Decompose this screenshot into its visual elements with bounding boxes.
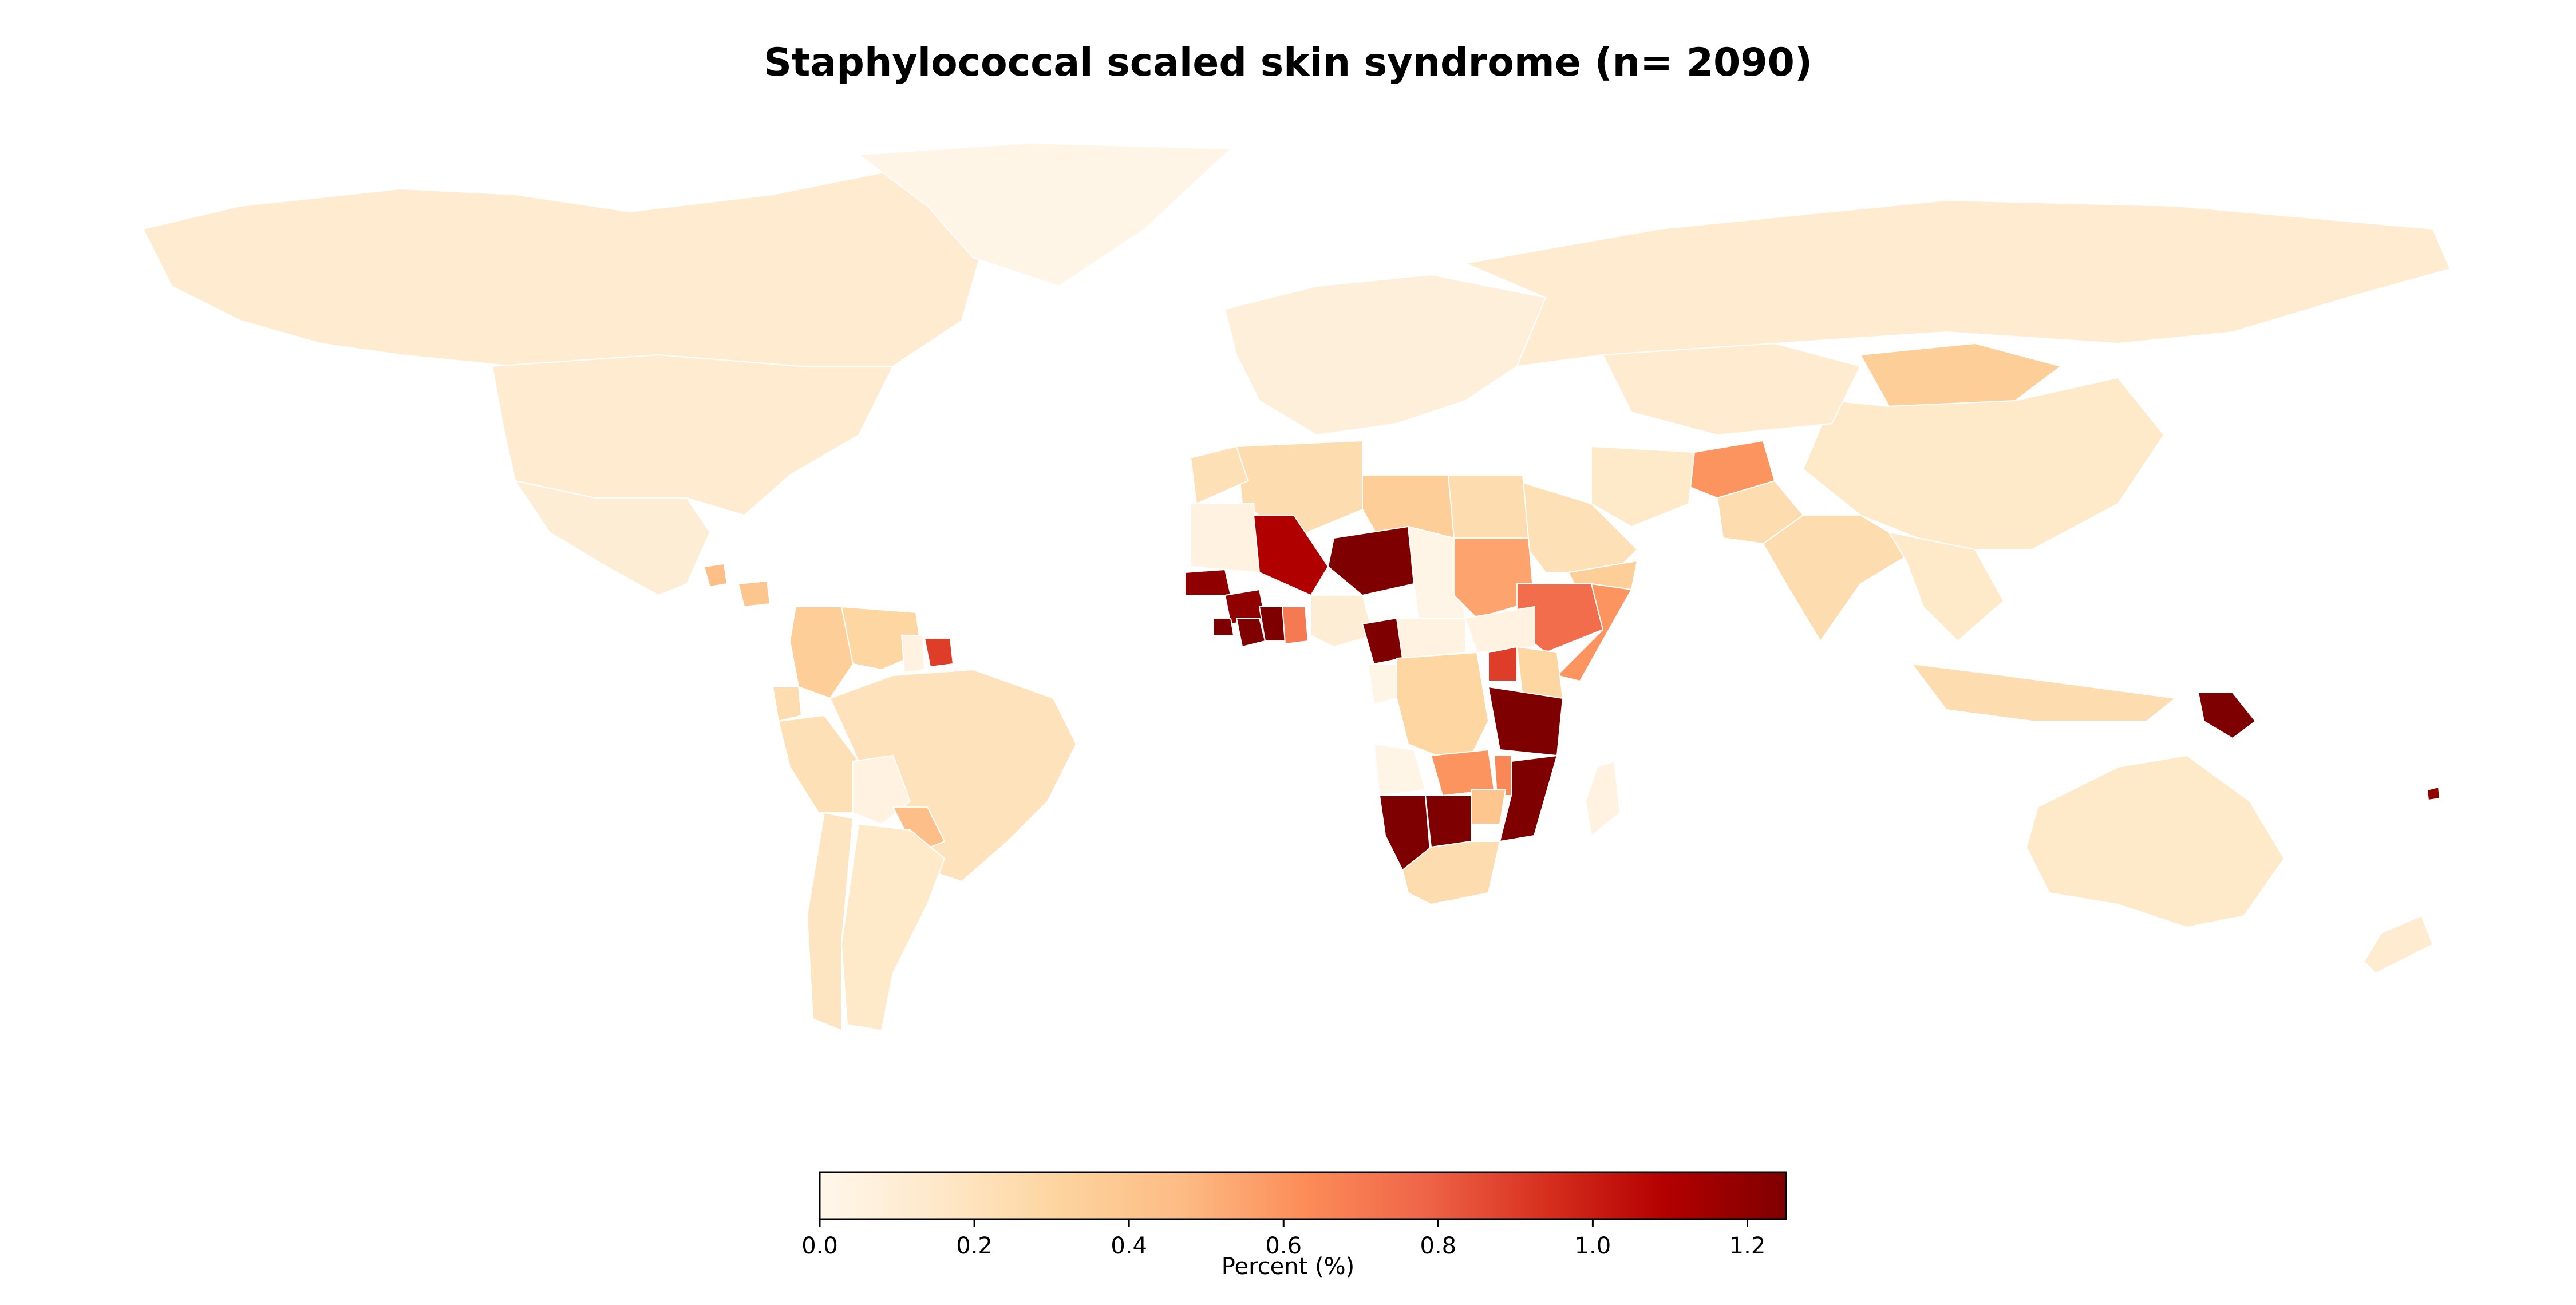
region-cameroon bbox=[1361, 617, 1404, 665]
colorbar-tick-label: 0.6 bbox=[1265, 1233, 1302, 1259]
region-zimbabwe bbox=[1471, 789, 1507, 825]
colorbar-tick-label: 0.4 bbox=[1111, 1233, 1147, 1259]
region-gabon bbox=[1367, 663, 1397, 705]
region-iran bbox=[1591, 445, 1696, 528]
region-russia bbox=[1463, 199, 2451, 367]
region-southeast-asia bbox=[1887, 531, 2005, 642]
region-central-african-republic bbox=[1396, 618, 1466, 659]
region-india bbox=[1762, 515, 1919, 642]
region-mexico bbox=[513, 480, 711, 596]
region-algeria bbox=[1235, 440, 1363, 539]
region-mozambique bbox=[1499, 754, 1558, 843]
region-kazakhstan bbox=[1602, 342, 1862, 436]
colorbar-tick-label: 0.2 bbox=[956, 1233, 993, 1259]
colorbar-label: Percent (%) bbox=[1221, 1253, 1355, 1280]
region-niger bbox=[1327, 525, 1415, 596]
region-guatemala bbox=[703, 563, 728, 588]
region-argentina bbox=[840, 823, 946, 1031]
region-china bbox=[1802, 377, 2165, 550]
region-madagascar bbox=[1585, 760, 1621, 837]
colorbar-tick-label: 1.2 bbox=[1729, 1233, 1766, 1259]
region-zambia bbox=[1430, 749, 1495, 797]
region-mali bbox=[1253, 515, 1329, 596]
region-fiji bbox=[2426, 786, 2441, 801]
region-australia bbox=[2025, 754, 2285, 928]
region-chile bbox=[806, 812, 854, 1031]
region-sudan bbox=[1453, 537, 1535, 619]
region-nigeria bbox=[1310, 595, 1375, 648]
region-kenya bbox=[1516, 646, 1564, 699]
region-greenland bbox=[857, 142, 1232, 287]
region-papua-new-guinea bbox=[2197, 692, 2257, 739]
region-guyana bbox=[900, 635, 926, 674]
region-new-zealand bbox=[2363, 915, 2434, 974]
region-egypt bbox=[1447, 474, 1530, 539]
colorbar: 0.0 0.2 0.4 0.6 0.8 1.0 1.2 bbox=[801, 1171, 1787, 1259]
region-morocco bbox=[1190, 445, 1249, 505]
region-ghana bbox=[1281, 606, 1309, 645]
region-botswana bbox=[1424, 795, 1472, 848]
region-venezuela bbox=[840, 606, 923, 671]
colorbar-tick-label: 0.0 bbox=[801, 1233, 838, 1259]
colorbar-gradient bbox=[819, 1171, 1787, 1220]
colorbar-tick-label: 1.0 bbox=[1575, 1233, 1611, 1259]
region-mongolia bbox=[1859, 342, 2063, 408]
region-tanzania bbox=[1487, 686, 1564, 757]
region-liberia bbox=[1235, 618, 1266, 648]
region-south-africa bbox=[1401, 841, 1501, 905]
region-canada bbox=[142, 171, 986, 367]
region-senegal bbox=[1184, 568, 1232, 596]
region-somalia bbox=[1556, 583, 1633, 682]
region-suriname bbox=[923, 638, 954, 668]
page-title: Staphylococcal scaled skin syndrome (n= … bbox=[763, 40, 1813, 85]
colorbar-ticks: 0.0 0.2 0.4 0.6 0.8 1.0 1.2 bbox=[801, 1219, 1765, 1259]
region-indonesia bbox=[1910, 663, 2177, 722]
region-mauritania bbox=[1190, 503, 1261, 574]
colorbar-tick-label: 0.8 bbox=[1420, 1233, 1457, 1259]
region-uganda bbox=[1488, 646, 1518, 682]
region-honduras bbox=[737, 580, 771, 608]
map-regions bbox=[142, 142, 2451, 1031]
region-pakistan bbox=[1716, 480, 1804, 545]
region-usa bbox=[491, 354, 894, 516]
region-colombia bbox=[789, 606, 854, 699]
region-angola bbox=[1373, 743, 1427, 797]
region-ecuador bbox=[772, 686, 803, 722]
region-sierra-leone bbox=[1213, 618, 1235, 636]
region-europe bbox=[1224, 274, 1547, 436]
region-south-sudan bbox=[1464, 606, 1535, 654]
